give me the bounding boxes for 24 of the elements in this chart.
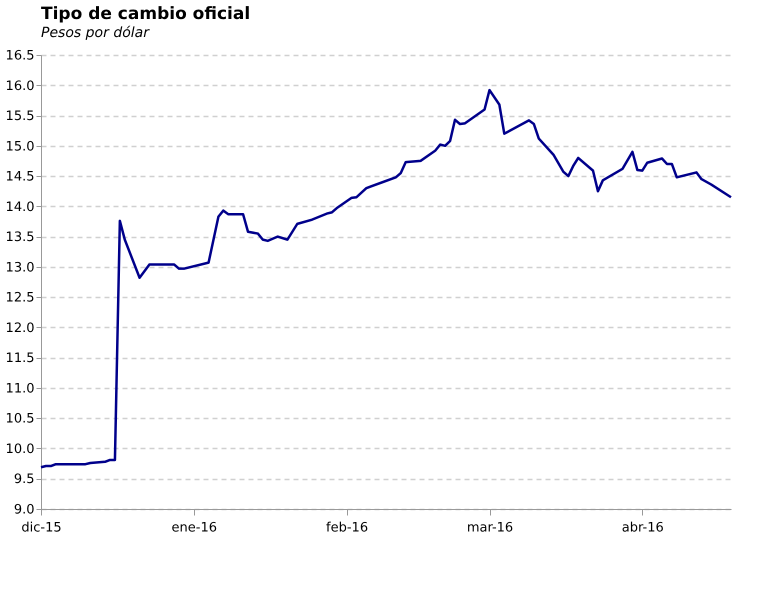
y-tick-label: 12.5 bbox=[6, 290, 34, 306]
y-tick-label: 9.5 bbox=[14, 472, 34, 488]
y-tick-label: 16.0 bbox=[6, 78, 34, 94]
y-tick-label: 13.0 bbox=[6, 260, 34, 276]
chart-subtitle: Pesos por dólar bbox=[41, 25, 150, 41]
y-tick-label: 10.0 bbox=[6, 442, 34, 457]
x-tick-label: ene-16 bbox=[172, 520, 218, 536]
y-tick-label: 12.0 bbox=[6, 320, 34, 336]
chart-title: Tipo de cambio oficial bbox=[41, 4, 250, 24]
x-tick-label: abr-16 bbox=[622, 520, 664, 536]
y-tick-label: 15.5 bbox=[6, 109, 34, 124]
y-tick-label: 11.0 bbox=[6, 381, 34, 396]
y-tick-label: 9.0 bbox=[14, 502, 34, 518]
line-series bbox=[40, 88, 732, 468]
x-tick-label: mar-16 bbox=[466, 520, 514, 536]
x-tick-label: dic-15 bbox=[21, 520, 62, 536]
y-tick-label: 15.0 bbox=[6, 139, 34, 154]
y-tick-label: 11.5 bbox=[6, 351, 34, 366]
y-tick-label: 10.5 bbox=[6, 412, 34, 427]
y-tick-label: 13.5 bbox=[6, 230, 34, 246]
x-tick-label: feb-16 bbox=[326, 520, 368, 536]
y-tick-label: 14.5 bbox=[6, 170, 34, 185]
y-tick-label: 14.0 bbox=[6, 200, 34, 215]
y-tick-label: 16.5 bbox=[6, 48, 34, 64]
